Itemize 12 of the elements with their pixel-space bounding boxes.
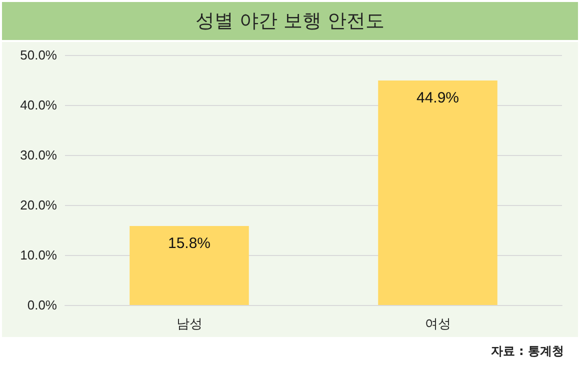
y-tick-label: 20.0% [20, 198, 58, 212]
data-label: 44.9% [416, 90, 460, 106]
data-label: 15.8% [168, 235, 211, 252]
y-tick-label: 30.0% [20, 148, 58, 162]
y-tick-label: 50.0% [20, 48, 58, 62]
x-tick-label: 여성 [424, 316, 451, 331]
y-tick-label: 0.0% [27, 298, 58, 312]
y-tick-label: 10.0% [20, 248, 58, 262]
text: 자료 : 통계청 [490, 343, 564, 360]
x-tick-label: 남성 [176, 316, 202, 331]
y-tick-label: 40.0% [20, 98, 58, 112]
chart-title: 성별 야간 보행 안전도 [2, 2, 578, 40]
